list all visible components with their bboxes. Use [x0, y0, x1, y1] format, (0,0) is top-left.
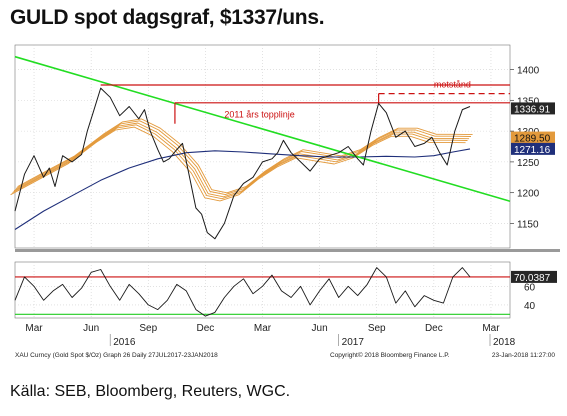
rsi-line: [14, 267, 471, 317]
price-tick-label: 1250: [517, 158, 540, 169]
price-line: [14, 87, 471, 240]
month-tick-label: Jun: [83, 323, 99, 334]
chart-annotation: motstånd: [434, 79, 471, 89]
month-tick-label: Sep: [139, 323, 157, 334]
current-value-label: 1271.16: [514, 145, 551, 156]
source-caption: Källa: SEB, Bloomberg, Reuters, WGC.: [10, 383, 291, 400]
month-tick-label: Mar: [25, 323, 43, 334]
current-value-label: 1289.50: [514, 134, 551, 145]
year-tick-label: 2017: [342, 337, 365, 348]
price-tick-label: 1350: [517, 96, 540, 107]
month-tick-label: Dec: [425, 323, 443, 334]
current-value-tag: [511, 131, 555, 144]
trend-line: [14, 55, 511, 203]
ma-band-line: [10, 126, 466, 202]
ma-band-line: [17, 118, 473, 194]
bloomberg-caption-center: Copyright© 2018 Bloomberg Finance L.P.: [330, 351, 450, 359]
main-plot-frame: [14, 44, 511, 249]
month-tick-label: Mar: [482, 323, 500, 334]
month-tick-label: Jun: [312, 323, 328, 334]
rsi-current-tag: [511, 270, 557, 283]
rsi-current-label: 70.0387: [514, 273, 551, 284]
month-tick-label: Sep: [368, 323, 386, 334]
ma-long-line: [14, 148, 471, 230]
chart-annotation: 2011 års topplinje: [224, 110, 294, 120]
panel-separator: [15, 249, 560, 252]
rsi-tick-label: 40: [524, 301, 536, 312]
price-tick-label: 1150: [517, 219, 539, 230]
bloomberg-caption-right: 23-Jan-2018 11:27:00: [492, 352, 556, 359]
price-tick-label: 1400: [517, 66, 540, 77]
page-title: GULD spot dagsgraf, $1337/uns.: [10, 6, 325, 29]
bloomberg-caption-left: XAU Curncy (Gold Spot $/Oz) Graph 26 Dai…: [15, 352, 218, 359]
rsi-tick-label: 60: [524, 282, 536, 293]
price-tick-label: 1200: [517, 189, 540, 200]
month-tick-label: Dec: [196, 323, 214, 334]
current-value-tag: [511, 142, 555, 155]
year-tick-label: 2016: [113, 337, 136, 348]
ma-band-line: [15, 120, 472, 196]
current-value-label: 1336.91: [514, 104, 551, 115]
current-value-tag: [511, 102, 555, 115]
year-tick-label: 2018: [493, 337, 516, 348]
ma-band-line: [13, 122, 470, 198]
month-tick-label: Mar: [254, 323, 272, 334]
